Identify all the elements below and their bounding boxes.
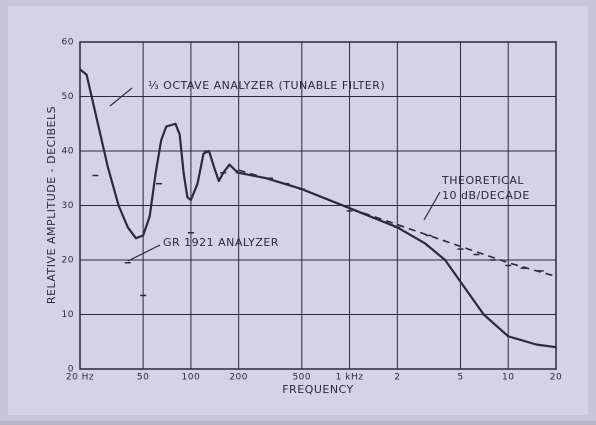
annotation: 10 dB/DECADE bbox=[442, 189, 530, 202]
y-tick-label: 60 bbox=[62, 38, 74, 48]
x-tick-label: 500 bbox=[292, 373, 311, 383]
y-tick-label: 0 bbox=[68, 365, 74, 375]
x-tick-label: 5 bbox=[457, 373, 463, 383]
x-tick-label: 10 bbox=[502, 373, 514, 383]
annotation: THEORETICAL bbox=[441, 174, 524, 187]
x-axis-label: FREQUENCY bbox=[282, 383, 354, 396]
series-line bbox=[79, 68, 557, 349]
y-tick-label: 10 bbox=[62, 310, 74, 320]
x-tick-label: 1 kHz bbox=[336, 373, 364, 383]
x-tick-label: 50 bbox=[137, 373, 149, 383]
x-tick-label: 2 bbox=[394, 373, 400, 383]
x-tick-label: 100 bbox=[182, 373, 201, 383]
x-tick-label: 20 Hz bbox=[66, 373, 94, 383]
annotation: ⅓ OCTAVE ANALYZER (TUNABLE FILTER) bbox=[148, 79, 385, 92]
y-axis-label: RELATIVE AMPLITUDE - DECIBELS bbox=[45, 106, 58, 304]
x-tick-label: 200 bbox=[229, 373, 248, 383]
y-tick-label: 20 bbox=[62, 256, 74, 266]
arrow bbox=[127, 244, 161, 262]
annotation: GR 1921 ANALYZER bbox=[163, 236, 279, 249]
paper bbox=[8, 6, 588, 415]
x-tick-label: 20 bbox=[550, 373, 562, 383]
y-tick-label: 40 bbox=[62, 147, 74, 157]
y-tick-label: 30 bbox=[62, 201, 74, 211]
y-tick-label: 50 bbox=[62, 92, 74, 102]
